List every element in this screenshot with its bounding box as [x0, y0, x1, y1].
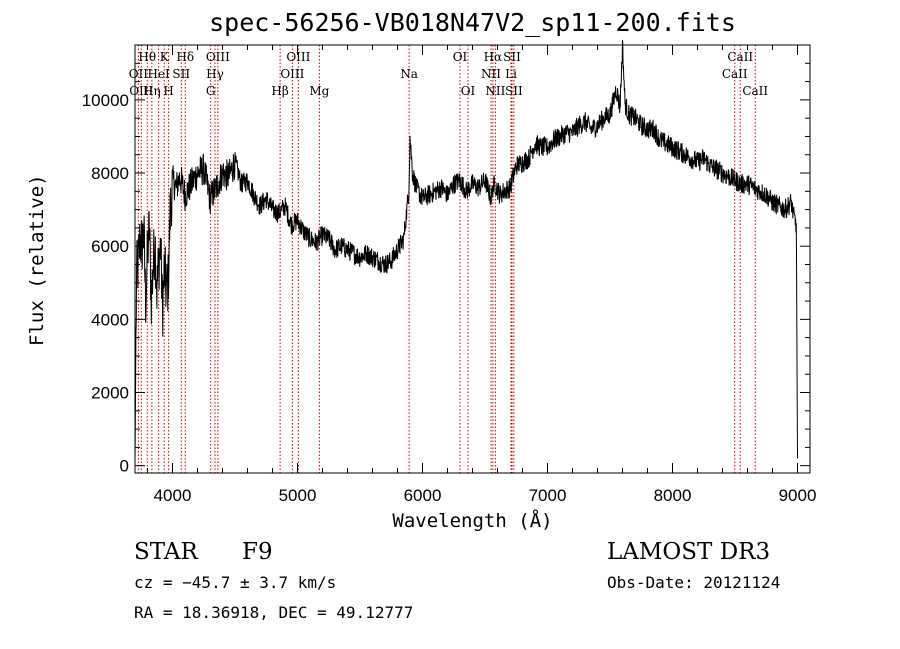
line-label: CaII — [722, 67, 748, 81]
x-tick-label: 8000 — [654, 486, 692, 505]
x-tick-label: 5000 — [279, 486, 317, 505]
line-label: Hβ — [271, 84, 288, 98]
object-class: STAR — [134, 539, 198, 565]
line-label: SII — [503, 50, 521, 64]
line-label: NII — [485, 84, 505, 98]
line-label: OIII — [286, 50, 310, 64]
line-label: Hδ — [176, 50, 194, 64]
redshift-cz: cz = −45.7 ± 3.7 km/s — [134, 573, 337, 592]
line-label: SII — [505, 84, 523, 98]
line-label: G — [206, 84, 216, 98]
y-tick-label: 0 — [120, 457, 129, 476]
line-label: Li — [505, 67, 517, 81]
x-tick-label: 6000 — [404, 486, 442, 505]
line-label: Na — [400, 67, 418, 81]
line-label: Mg — [309, 84, 329, 98]
line-label: OIII — [129, 84, 153, 98]
y-tick-label: 8000 — [91, 164, 129, 183]
line-label: CaII — [727, 50, 753, 64]
x-tick-label: 9000 — [779, 486, 817, 505]
survey-name: LAMOST DR3 — [607, 539, 771, 565]
line-label: OIII — [280, 67, 304, 81]
line-label: NII — [481, 67, 501, 81]
obs-date: Obs-Date: 20121124 — [607, 573, 781, 592]
x-tick-label: 7000 — [529, 486, 567, 505]
y-tick-label: 6000 — [91, 237, 129, 256]
chart-title: spec-56256-VB018N47V2_sp11-200.fits — [209, 8, 736, 37]
line-label: OI — [461, 84, 476, 98]
spectral-line-markers — [137, 45, 756, 473]
x-tick-label: 4000 — [154, 486, 192, 505]
line-label: K — [160, 50, 170, 64]
line-label: HeI — [147, 67, 170, 81]
object-subclass: F9 — [242, 539, 273, 565]
line-label: H — [163, 84, 173, 98]
line-label: SII — [172, 67, 190, 81]
y-tick-label: 2000 — [91, 384, 129, 403]
line-label: OIII — [206, 50, 230, 64]
ra-dec: RA = 18.36918, DEC = 49.12777 — [134, 603, 414, 622]
line-label: Hα — [484, 50, 503, 64]
plot-frame — [134, 44, 811, 474]
axis-ticks: 4000 5000 6000 7000 8000 9000 0 2000 4000 6000 800… — [82, 45, 817, 505]
line-label: OII — [129, 67, 149, 81]
line-label: Hθ — [138, 50, 156, 64]
y-tick-label: 10000 — [82, 91, 129, 110]
x-axis-label: Wavelength (Å) — [392, 510, 553, 532]
line-label: CaII — [742, 84, 768, 98]
line-label: OI — [453, 50, 468, 64]
line-label: Hγ — [206, 67, 224, 81]
y-tick-label: 4000 — [91, 310, 129, 329]
y-axis-label: Flux (relative) — [26, 174, 48, 346]
line-label: Hη — [143, 84, 161, 98]
spectrum-line — [134, 39, 798, 463]
